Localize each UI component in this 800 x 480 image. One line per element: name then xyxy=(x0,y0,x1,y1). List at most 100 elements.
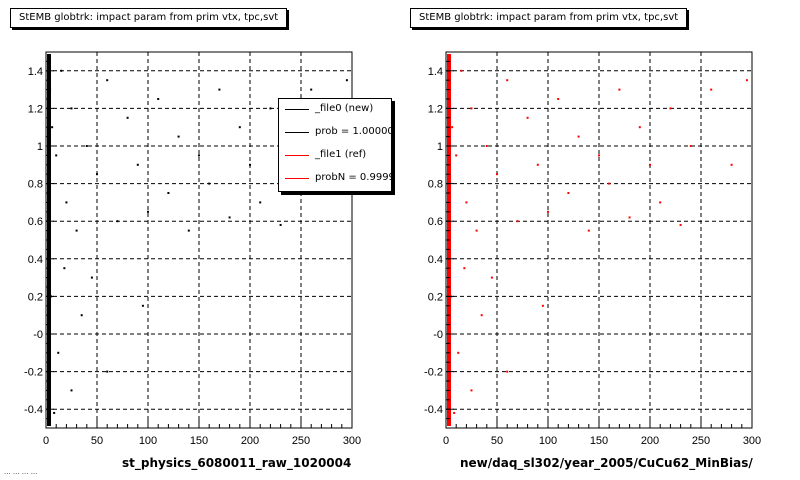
data-point-left-26 xyxy=(269,107,272,110)
data-point-right-31 xyxy=(745,79,748,82)
data-point-left-20 xyxy=(208,182,211,185)
data-point-left-9 xyxy=(96,173,98,176)
data-point-right-40 xyxy=(541,304,544,307)
ytick-label-right-5: 0.6 xyxy=(428,216,443,228)
xtick-label-left-5: 250 xyxy=(292,435,310,447)
panel-left-title: StEMB globtrk: impact param from prim vt… xyxy=(10,8,288,28)
panel-right-xlabel: new/daq_sl302/year_2005/CuCu62_MinBias/ xyxy=(460,456,753,470)
data-point-left-29 xyxy=(310,88,313,91)
data-point-left-19 xyxy=(198,154,200,157)
data-point-right-29 xyxy=(710,88,713,91)
data-point-right-38 xyxy=(453,411,456,414)
ytick-label-left-4: 0.4 xyxy=(28,254,43,266)
xtick-label-left-2: 100 xyxy=(139,435,157,447)
data-point-left-12 xyxy=(126,116,129,119)
xtick-label-right-0: 0 xyxy=(443,435,449,447)
xtick-label-left-1: 50 xyxy=(91,435,103,447)
data-point-right-39 xyxy=(506,370,509,373)
panel-right-title: StEMB globtrk: impact param from prim vt… xyxy=(410,8,688,28)
legend-item-probN: probN = 0.999999 xyxy=(279,171,391,187)
data-point-right-13 xyxy=(536,163,539,166)
data-point-left-13 xyxy=(136,163,139,166)
data-point-left-21 xyxy=(218,88,221,91)
xtick-label-right-5: 250 xyxy=(692,435,710,447)
data-point-left-24 xyxy=(249,163,251,166)
data-point-right-8 xyxy=(485,145,488,147)
data-point-left-25 xyxy=(259,201,262,204)
xtick-label-right-6: 300 xyxy=(743,435,761,447)
data-point-left-22 xyxy=(228,216,231,219)
xtick-label-left-4: 200 xyxy=(241,435,259,447)
data-point-left-33 xyxy=(57,351,60,354)
xtick-label-right-1: 50 xyxy=(491,435,503,447)
data-point-right-26 xyxy=(669,107,672,110)
data-point-left-1 xyxy=(49,88,52,91)
legend-label-file0: _file0 (new) xyxy=(315,103,374,114)
xtick-label-right-2: 100 xyxy=(539,435,557,447)
data-point-right-23 xyxy=(638,126,641,129)
data-point-right-15 xyxy=(557,98,560,100)
data-point-right-12 xyxy=(526,116,529,119)
legend-item-file1: _file1 (ref) xyxy=(279,148,391,164)
legend: _file0 (new) prob = 1.000000 _file1 (ref… xyxy=(278,98,392,192)
data-point-right-37 xyxy=(490,276,493,279)
ytick-label-right-6: 0.8 xyxy=(428,179,443,191)
ytick-label-right-4: 0.4 xyxy=(428,254,443,266)
data-point-right-24 xyxy=(649,163,651,166)
data-point-left-15 xyxy=(157,98,160,100)
legend-label-probN: probN = 0.999999 xyxy=(315,172,391,183)
ytick-label-right-7: 1 xyxy=(437,141,443,153)
ytick-label-right-3: 0.2 xyxy=(428,291,443,303)
ytick-label-left-7: 1 xyxy=(37,141,43,153)
data-point-left-6 xyxy=(70,107,73,110)
legend-item-prob: prob = 1.000000 xyxy=(279,125,392,141)
data-point-right-17 xyxy=(577,135,580,138)
data-point-right-28 xyxy=(689,145,692,147)
data-point-left-2 xyxy=(51,126,54,129)
ytick-label-left-6: 0.8 xyxy=(28,179,43,191)
panel-left-xlabel: st_physics_6080011_raw_1020004 xyxy=(122,456,352,470)
data-point-left-14 xyxy=(147,210,149,213)
data-point-right-16 xyxy=(567,192,570,194)
data-point-left-8 xyxy=(85,145,88,147)
data-point-left-7 xyxy=(75,229,78,232)
data-point-right-30 xyxy=(730,163,733,166)
data-point-left-4 xyxy=(60,69,63,72)
data-point-right-21 xyxy=(618,88,621,91)
data-point-right-34 xyxy=(463,267,466,270)
ytick-label-right-2: -0 xyxy=(433,329,443,341)
data-point-left-40 xyxy=(141,304,144,307)
data-point-right-4 xyxy=(460,69,463,72)
data-point-left-36 xyxy=(80,314,83,317)
data-point-right-22 xyxy=(628,216,631,219)
legend-label-file1: _file1 (ref) xyxy=(315,149,367,160)
xtick-label-left-0: 0 xyxy=(43,435,49,447)
xtick-label-right-4: 200 xyxy=(641,435,659,447)
data-point-right-33 xyxy=(457,351,460,354)
ytick-label-left-2: -0 xyxy=(33,329,43,341)
ytick-label-left-3: 0.2 xyxy=(28,291,43,303)
legend-line-file0 xyxy=(285,109,309,110)
data-point-left-38 xyxy=(53,411,56,414)
data-point-right-18 xyxy=(587,229,590,232)
legend-line-file1 xyxy=(285,155,309,156)
ytick-label-right-8: 1.2 xyxy=(428,103,443,115)
data-point-right-14 xyxy=(547,210,549,213)
data-point-right-27 xyxy=(679,223,682,226)
footer-text: ... ... ... ... xyxy=(4,468,38,476)
data-point-left-23 xyxy=(238,126,241,129)
data-point-right-1 xyxy=(449,88,452,91)
ytick-label-left-0: -0.4 xyxy=(24,404,43,416)
data-point-right-36 xyxy=(480,314,483,317)
ytick-label-left-8: 1.2 xyxy=(28,103,43,115)
legend-label-prob: prob = 1.000000 xyxy=(315,126,392,137)
data-point-right-5 xyxy=(465,201,468,204)
legend-item-file0: _file0 (new) xyxy=(279,102,391,118)
xtick-label-right-3: 150 xyxy=(590,435,608,447)
legend-line-probN xyxy=(285,178,309,179)
data-point-right-3 xyxy=(455,154,458,157)
ytick-label-right-9: 1.4 xyxy=(428,66,443,78)
data-point-right-19 xyxy=(598,154,600,157)
ytick-label-right-1: -0.2 xyxy=(424,367,443,379)
